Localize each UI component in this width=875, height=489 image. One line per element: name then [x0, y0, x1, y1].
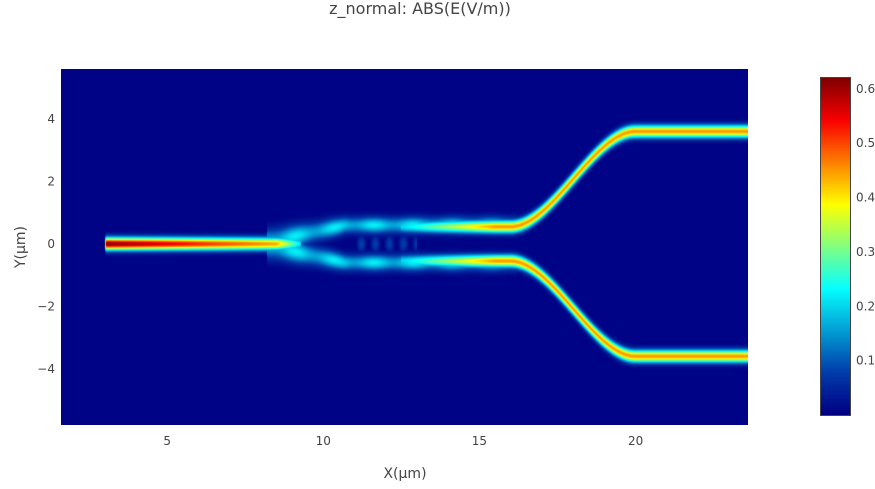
x-tick-label: 20 — [628, 434, 643, 448]
colorbar-canvas — [821, 78, 850, 415]
colorbar-tick-label: 0.4 — [856, 191, 875, 205]
colorbar-tick-label: 0.3 — [856, 245, 875, 259]
y-tick-label: −4 — [37, 362, 55, 376]
heatmap — [61, 69, 748, 425]
colorbar-tick-label: 0.6 — [856, 82, 875, 96]
y-axis-ticks: 4 2 0 −2 −4 — [37, 112, 55, 376]
y-tick-label: 2 — [47, 174, 55, 188]
y-tick-label: 4 — [47, 112, 55, 126]
colorbar: 0.1 0.2 0.3 0.4 0.5 0.6 — [820, 77, 875, 416]
colorbar-tick-label: 0.5 — [856, 136, 875, 150]
x-axis-ticks: 5 10 15 20 — [163, 434, 643, 448]
x-tick-label: 5 — [163, 434, 171, 448]
y-tick-label: 0 — [47, 237, 55, 251]
colorbar-tick-label: 0.1 — [856, 354, 875, 368]
colorbar-ticks: 0.1 0.2 0.3 0.4 0.5 0.6 — [856, 82, 875, 368]
chart-title: z_normal: ABS(E(V/m)) — [329, 0, 511, 19]
x-axis-label: X(μm) — [383, 466, 426, 482]
y-axis-label: Y(μm) — [13, 226, 29, 269]
x-tick-label: 15 — [472, 434, 487, 448]
heatmap-foreign — [61, 69, 748, 425]
heatmap-canvas — [61, 69, 748, 425]
y-tick-label: −2 — [37, 299, 55, 313]
colorbar-foreign — [821, 78, 850, 415]
colorbar-tick-label: 0.2 — [856, 299, 875, 313]
colorbar-outline — [820, 77, 851, 416]
x-tick-label: 10 — [316, 434, 331, 448]
